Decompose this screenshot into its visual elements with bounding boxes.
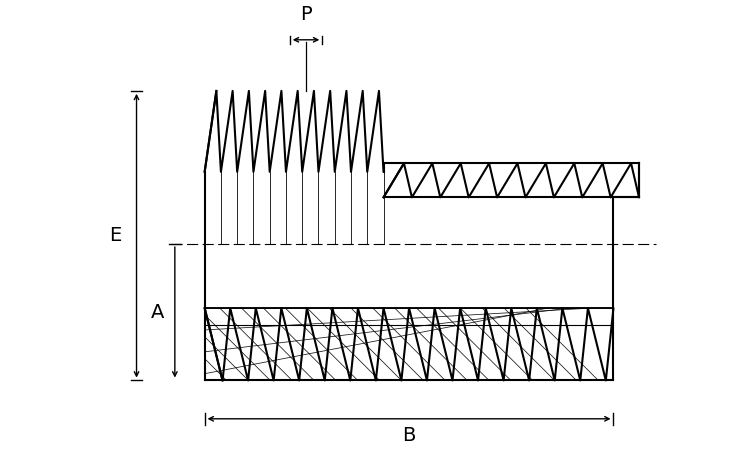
- Text: B: B: [403, 426, 416, 446]
- Text: E: E: [109, 226, 122, 245]
- Text: A: A: [152, 303, 164, 322]
- Text: P: P: [300, 5, 312, 24]
